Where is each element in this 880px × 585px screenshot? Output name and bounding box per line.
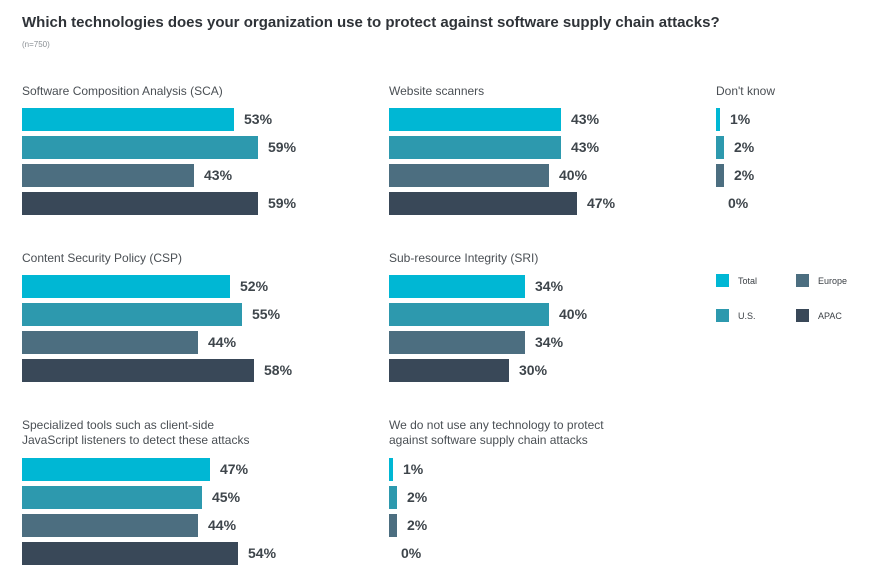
bar-value-label: 34% [535, 334, 564, 350]
bar-total [22, 458, 210, 481]
bar-value-label: 1% [730, 111, 751, 127]
bar-apac [22, 542, 238, 565]
legend-item-europe: Europe [796, 274, 847, 287]
bar-value-label: 47% [220, 461, 249, 477]
legend-label-apac: APAC [818, 310, 842, 321]
panel-label-line: Software Composition Analysis (SCA) [22, 84, 223, 98]
bar-us [389, 486, 397, 509]
legend-item-us: U.S. [716, 309, 756, 322]
bar-value-label: 34% [535, 278, 564, 294]
bar-europe [22, 331, 198, 354]
bar-total [389, 275, 525, 298]
bar-value-label: 44% [208, 334, 237, 350]
panel-label-line: Specialized tools such as client-side [22, 418, 215, 432]
bar-value-label: 30% [519, 362, 548, 378]
bar-value-label: 55% [252, 306, 281, 322]
bar-us [389, 136, 561, 159]
panel-label-line: Website scanners [389, 84, 485, 98]
bar-value-label: 0% [728, 195, 749, 211]
legend-swatch-apac [796, 309, 809, 322]
panel-label-line: Don't know [716, 84, 775, 98]
legend-item-apac: APAC [796, 309, 842, 322]
panel-label-line: Content Security Policy (CSP) [22, 251, 183, 265]
bar-apac [389, 359, 509, 382]
bar-value-label: 2% [407, 517, 428, 533]
panel-label-line: Sub-resource Integrity (SRI) [389, 251, 539, 265]
bar-value-label: 53% [244, 111, 273, 127]
panel-label: Don't know [716, 84, 775, 99]
bar-value-label: 2% [734, 139, 755, 155]
bar-europe [389, 331, 525, 354]
panel-label: Content Security Policy (CSP) [22, 251, 182, 266]
panel-label-line: We do not use any technology to protect [389, 418, 604, 432]
bar-value-label: 0% [401, 545, 422, 561]
bar-us [389, 303, 549, 326]
bar-value-label: 43% [571, 111, 600, 127]
panel-label: Specialized tools such as client-side Jav… [22, 418, 249, 448]
legend-label-europe: Europe [818, 275, 848, 286]
legend-label-us: U.S. [738, 310, 756, 321]
panel-label: Software Composition Analysis (SCA) [22, 84, 223, 99]
legend-swatch-europe [796, 274, 809, 287]
bar-value-label: 59% [268, 195, 297, 211]
panel-label-line: against software supply chain attacks [389, 433, 588, 447]
bar-us [716, 136, 724, 159]
bar-value-label: 44% [208, 517, 237, 533]
chart-subtitle: (n=750) [22, 40, 50, 49]
bar-total [22, 275, 230, 298]
chart-title: Which technologies does your organizatio… [22, 14, 720, 31]
panel-label: Sub-resource Integrity (SRI) [389, 251, 538, 266]
bar-europe [22, 164, 194, 187]
bar-value-label: 2% [734, 167, 755, 183]
bar-value-label: 40% [559, 306, 588, 322]
bar-value-label: 58% [264, 362, 293, 378]
bar-europe [716, 164, 724, 187]
panel-label: Website scanners [389, 84, 484, 99]
bar-value-label: 52% [240, 278, 269, 294]
bar-us [22, 136, 258, 159]
legend: Total Europe U.S. APAC [716, 274, 876, 334]
bar-total [389, 458, 393, 481]
bar-value-label: 47% [587, 195, 616, 211]
panel-label-line: JavaScript listeners to detect these att… [22, 433, 250, 447]
legend-swatch-us [716, 309, 729, 322]
bar-us [22, 303, 242, 326]
bar-total [389, 108, 561, 131]
bar-value-label: 43% [204, 167, 233, 183]
bar-value-label: 43% [571, 139, 600, 155]
bar-europe [389, 164, 549, 187]
bar-value-label: 54% [248, 545, 277, 561]
bar-value-label: 1% [403, 461, 424, 477]
bar-apac [389, 192, 577, 215]
bar-value-label: 2% [407, 489, 428, 505]
bar-apac [22, 359, 254, 382]
legend-swatch-total [716, 274, 729, 287]
bar-value-label: 59% [268, 139, 297, 155]
bar-us [22, 486, 202, 509]
bar-value-label: 45% [212, 489, 241, 505]
bar-apac [22, 192, 258, 215]
bar-europe [389, 514, 397, 537]
legend-item-total: Total [716, 274, 757, 287]
bar-value-label: 40% [559, 167, 588, 183]
legend-label-total: Total [738, 275, 758, 286]
panel-label: We do not use any technology to protect a… [389, 418, 604, 448]
bar-total [716, 108, 720, 131]
bar-europe [22, 514, 198, 537]
bar-total [22, 108, 234, 131]
